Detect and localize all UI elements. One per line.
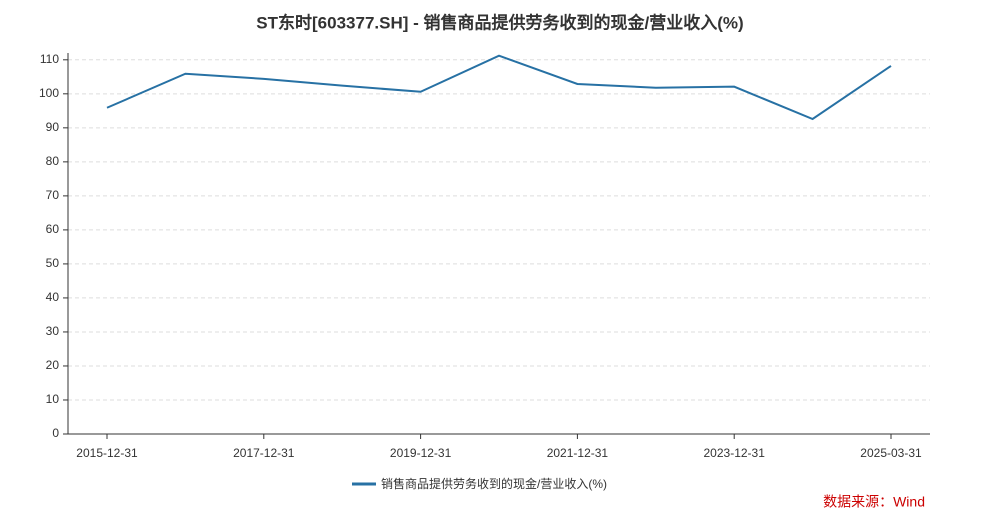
y-tick-label: 20 (46, 358, 60, 372)
y-tick-label: 60 (46, 222, 60, 236)
legend-label: 销售商品提供劳务收到的现金/营业收入(%) (381, 476, 607, 491)
x-tick-label: 2015-12-31 (76, 446, 138, 460)
x-tick-label: 2019-12-31 (390, 446, 452, 460)
y-tick-label: 80 (46, 154, 60, 168)
y-tick-label: 110 (40, 52, 59, 66)
y-tick-label: 0 (52, 426, 59, 440)
y-tick-label: 90 (46, 120, 60, 134)
y-tick-label: 50 (46, 256, 60, 270)
x-tick-label: 2017-12-31 (233, 446, 295, 460)
y-tick-label: 40 (46, 290, 60, 304)
x-tick-label: 2023-12-31 (704, 446, 766, 460)
y-tick-label: 10 (46, 392, 60, 406)
y-tick-label: 100 (39, 86, 59, 100)
y-tick-label: 70 (46, 188, 60, 202)
x-tick-label: 2021-12-31 (547, 446, 609, 460)
chart-title: ST东时[603377.SH] - 销售商品提供劳务收到的现金/营业收入(%) (256, 12, 743, 32)
y-tick-label: 30 (46, 324, 60, 338)
x-tick-label: 2025-03-31 (860, 446, 922, 460)
source: 数据来源：Wind (823, 494, 925, 510)
line-series (106, 54, 892, 121)
